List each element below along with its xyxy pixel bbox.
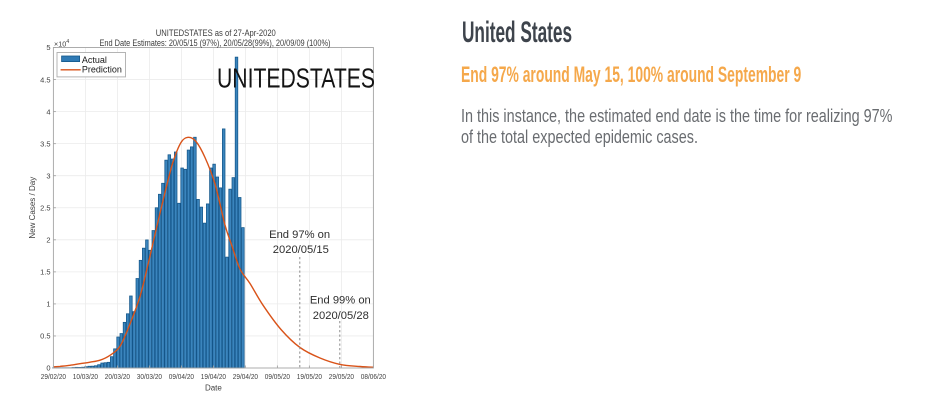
svg-text:End Date Estimates: 20/05/15 (: End Date Estimates: 20/05/15 (97%), 20/0… <box>100 38 331 48</box>
svg-text:2020/05/15: 2020/05/15 <box>273 244 329 256</box>
svg-text:29/05/20: 29/05/20 <box>329 372 354 381</box>
svg-text:3: 3 <box>46 171 50 180</box>
svg-text:08/06/20: 08/06/20 <box>361 372 386 381</box>
svg-text:29/02/20: 29/02/20 <box>41 372 66 381</box>
svg-text:0.5: 0.5 <box>40 332 50 341</box>
svg-text:1: 1 <box>46 300 50 309</box>
svg-text:Prediction: Prediction <box>82 64 122 74</box>
svg-text:UNITEDSTATES: UNITEDSTATES <box>217 62 375 93</box>
svg-text:Date: Date <box>205 384 222 393</box>
svg-text:4.5: 4.5 <box>40 75 50 84</box>
svg-text:2: 2 <box>46 236 50 245</box>
svg-text:20/03/20: 20/03/20 <box>105 372 130 381</box>
svg-text:3.5: 3.5 <box>40 139 50 148</box>
svg-text:1.5: 1.5 <box>40 268 50 277</box>
svg-text:10/03/20: 10/03/20 <box>73 372 98 381</box>
svg-text:19/05/20: 19/05/20 <box>297 372 322 381</box>
svg-text:×104: ×104 <box>54 39 69 48</box>
svg-text:2.5: 2.5 <box>40 203 50 212</box>
svg-text:End 97% on: End 97% on <box>269 229 330 241</box>
svg-text:5: 5 <box>46 43 50 52</box>
svg-text:2020/05/28: 2020/05/28 <box>313 310 369 322</box>
svg-text:19/04/20: 19/04/20 <box>201 372 226 381</box>
svg-text:29/04/20: 29/04/20 <box>233 372 258 381</box>
svg-text:09/05/20: 09/05/20 <box>265 372 290 381</box>
svg-text:Actual: Actual <box>82 55 107 65</box>
svg-text:4: 4 <box>46 107 50 116</box>
svg-text:30/03/20: 30/03/20 <box>137 372 162 381</box>
svg-text:09/04/20: 09/04/20 <box>169 372 194 381</box>
svg-text:New Cases / Day: New Cases / Day <box>28 177 37 239</box>
svg-text:End 99% on: End 99% on <box>310 294 371 306</box>
svg-text:UNITEDSTATES as of 27-Apr-2020: UNITEDSTATES as of 27-Apr-2020 <box>156 28 276 38</box>
